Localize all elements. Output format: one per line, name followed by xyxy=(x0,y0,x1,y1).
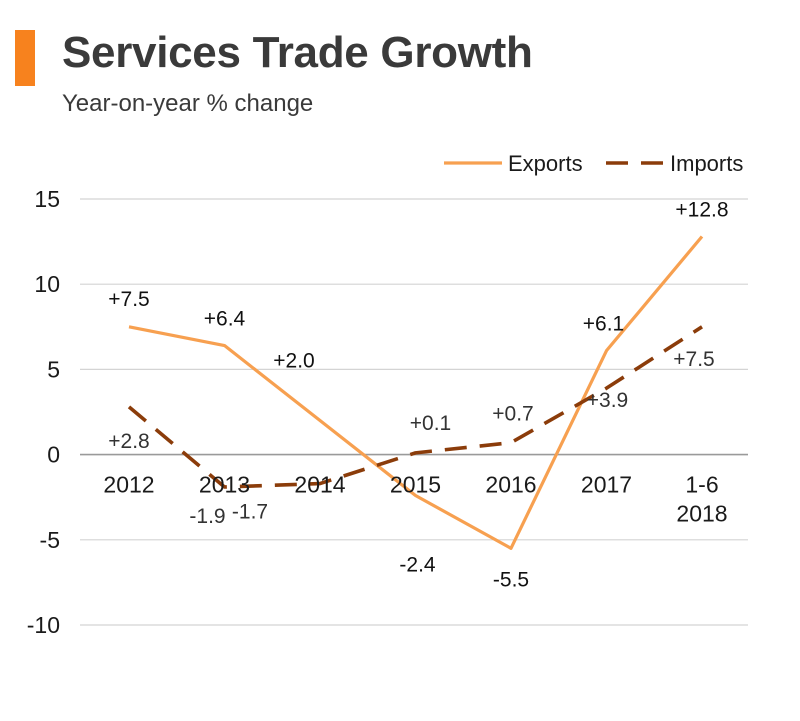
data-label-exports: +12.8 xyxy=(675,198,728,221)
data-label-exports: +6.4 xyxy=(204,308,246,331)
data-label-exports: -2.4 xyxy=(399,553,436,576)
x-tick-label: 2012 xyxy=(103,472,154,498)
series-lines xyxy=(127,235,704,550)
data-label-exports: +2.0 xyxy=(273,350,314,373)
y-tick-label: -10 xyxy=(27,612,60,638)
x-tick-label: 2017 xyxy=(581,472,632,498)
data-label-exports: +6.1 xyxy=(583,313,624,336)
x-tick-label: 1-6 2018 xyxy=(676,472,727,527)
data-label-exports: -5.5 xyxy=(493,568,529,591)
chart-title: Services Trade Growth xyxy=(62,28,533,77)
legend-label-imports: Imports xyxy=(670,151,743,176)
data-label-imports: +0.1 xyxy=(410,412,451,435)
x-axis-ticks: 2012 2013 2014 2015 2016 2017 1-6 2018 xyxy=(103,472,727,527)
data-label-imports: +0.7 xyxy=(492,403,533,426)
y-tick-label: 5 xyxy=(47,356,60,382)
data-label-imports: +7.5 xyxy=(673,348,714,371)
data-label-imports: -1.7 xyxy=(232,501,268,524)
y-axis-ticks: 15 10 5 0 -5 -10 xyxy=(27,186,60,638)
data-label-exports: +7.5 xyxy=(108,288,149,311)
data-labels: +7.5 +6.4 +2.0 -2.4 -5.5 +6.1 +12.8 +2.8 -1.9 -1.… xyxy=(108,198,728,591)
series-line-imports xyxy=(127,325,703,489)
y-tick-label: 15 xyxy=(34,186,60,212)
title-accent-bar xyxy=(15,30,35,86)
data-label-imports: +3.9 xyxy=(587,389,628,412)
y-tick-label: -5 xyxy=(40,527,60,553)
data-label-imports: -1.9 xyxy=(189,505,225,528)
y-tick-label: 10 xyxy=(34,271,60,297)
x-tick-label: 2013 xyxy=(199,472,250,498)
x-tick-label: 2016 xyxy=(485,472,536,498)
x-tick-label: 2014 xyxy=(294,472,345,498)
data-label-imports: +2.8 xyxy=(108,430,149,453)
series-line-exports xyxy=(128,235,704,550)
x-tick-label: 2015 xyxy=(390,472,441,498)
chart-subtitle: Year-on-year % change xyxy=(62,90,314,117)
legend-label-exports: Exports xyxy=(508,151,583,176)
y-tick-label: 0 xyxy=(47,442,60,468)
legend: Exports Imports xyxy=(444,151,743,176)
